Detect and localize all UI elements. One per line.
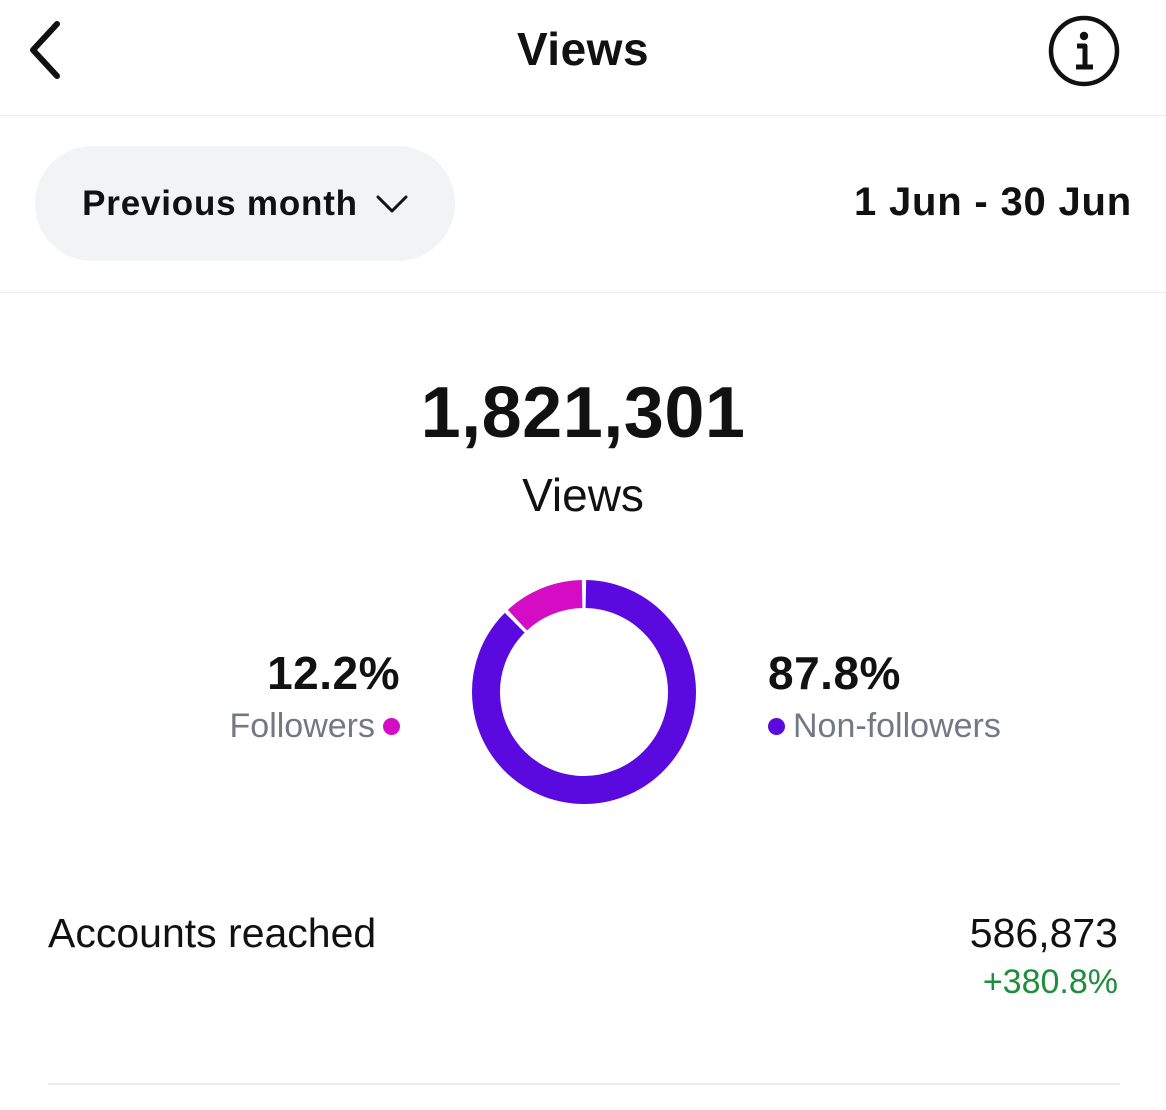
chevron-left-icon — [30, 21, 60, 79]
followers-legend: 12.2% Followers — [230, 646, 400, 750]
total-views-label: Views — [522, 469, 644, 521]
donut-slice-followers — [507, 580, 583, 631]
followers-percent: 12.2% — [267, 647, 400, 699]
non-followers-legend: 87.8% Non-followers — [768, 646, 1001, 750]
non-followers-label: Non-followers — [793, 707, 1001, 745]
followers-dot — [383, 717, 400, 735]
accounts-reached-label: Accounts reached — [48, 910, 377, 956]
views-donut-chart — [472, 580, 696, 804]
info-button[interactable] — [1046, 13, 1122, 89]
period-bar: Previous month 1 Jun - 30 Jun — [0, 116, 1166, 293]
info-circle-icon — [1048, 15, 1120, 87]
non-followers-percent: 87.8% — [768, 647, 901, 699]
total-views-value: 1,821,301 — [420, 373, 746, 453]
followers-label: Followers — [229, 707, 375, 745]
non-followers-dot — [768, 717, 785, 735]
divider — [48, 1083, 1120, 1085]
accounts-reached-value: 586,873 — [969, 910, 1118, 956]
period-label: Previous month — [82, 183, 358, 223]
period-dropdown[interactable]: Previous month — [35, 146, 455, 261]
page-title: Views — [516, 23, 650, 75]
chevron-down-icon — [376, 195, 408, 212]
accounts-reached-change: +380.8% — [982, 963, 1118, 1001]
donut-slice-non-followers — [472, 580, 696, 804]
top-bar: Views — [0, 0, 1166, 116]
back-button[interactable] — [14, 10, 78, 90]
date-range: 1 Jun - 30 Jun — [854, 180, 1132, 224]
